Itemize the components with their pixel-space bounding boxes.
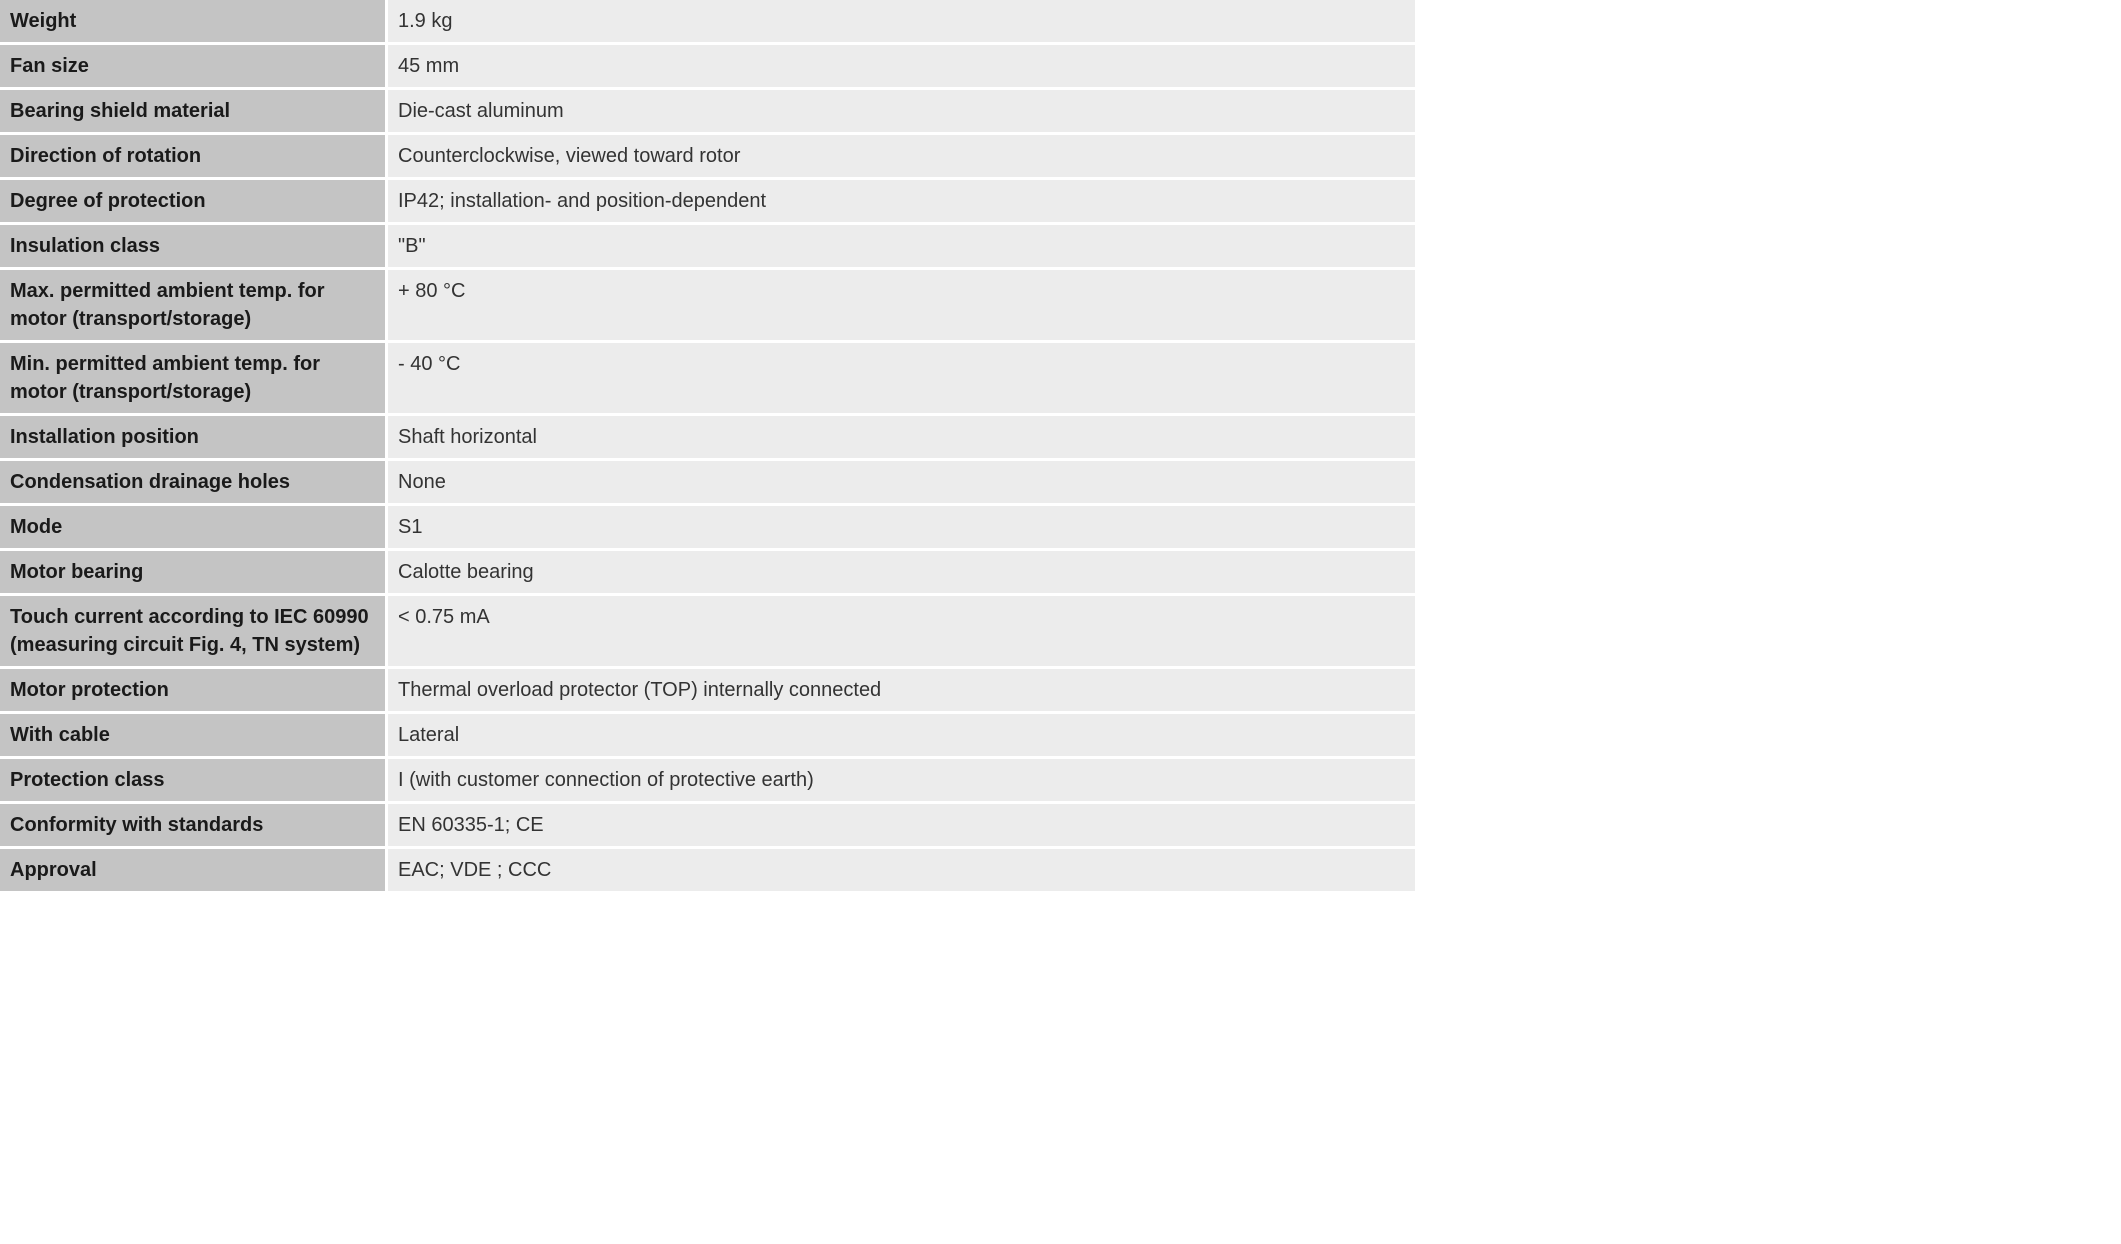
spec-value: None	[385, 461, 1415, 506]
spec-label: Max. permitted ambient temp. for motor (…	[0, 270, 385, 343]
spec-value: Lateral	[385, 714, 1415, 759]
table-row: Bearing shield materialDie-cast aluminum	[0, 90, 1415, 135]
spec-label: Motor bearing	[0, 551, 385, 596]
spec-label: Condensation drainage holes	[0, 461, 385, 506]
table-row: Motor bearingCalotte bearing	[0, 551, 1415, 596]
spec-label: Motor protection	[0, 669, 385, 714]
spec-value: - 40 °C	[385, 343, 1415, 416]
table-row: Weight1.9 kg	[0, 0, 1415, 45]
spec-value: Shaft horizontal	[385, 416, 1415, 461]
spec-label: Fan size	[0, 45, 385, 90]
table-row: Degree of protectionIP42; installation- …	[0, 180, 1415, 225]
table-row: Condensation drainage holesNone	[0, 461, 1415, 506]
table-row: Touch current according to IEC 60990 (me…	[0, 596, 1415, 669]
spec-value: 1.9 kg	[385, 0, 1415, 45]
spec-value: IP42; installation- and position-depende…	[385, 180, 1415, 225]
spec-label: Degree of protection	[0, 180, 385, 225]
spec-value: + 80 °C	[385, 270, 1415, 343]
table-row: Direction of rotationCounterclockwise, v…	[0, 135, 1415, 180]
spec-value: S1	[385, 506, 1415, 551]
spec-value: 45 mm	[385, 45, 1415, 90]
spec-label: Min. permitted ambient temp. for motor (…	[0, 343, 385, 416]
spec-label: Direction of rotation	[0, 135, 385, 180]
spec-label: Touch current according to IEC 60990 (me…	[0, 596, 385, 669]
table-row: Max. permitted ambient temp. for motor (…	[0, 270, 1415, 343]
spec-label: Weight	[0, 0, 385, 45]
spec-label: With cable	[0, 714, 385, 759]
spec-value: Counterclockwise, viewed toward rotor	[385, 135, 1415, 180]
spec-label: Conformity with standards	[0, 804, 385, 849]
spec-label: Protection class	[0, 759, 385, 804]
spec-value: Calotte bearing	[385, 551, 1415, 596]
table-row: With cableLateral	[0, 714, 1415, 759]
spec-label: Bearing shield material	[0, 90, 385, 135]
spec-value: I (with customer connection of protectiv…	[385, 759, 1415, 804]
spec-value: "B"	[385, 225, 1415, 270]
table-row: Min. permitted ambient temp. for motor (…	[0, 343, 1415, 416]
table-row: ApprovalEAC; VDE ; CCC	[0, 849, 1415, 894]
table-row: Fan size45 mm	[0, 45, 1415, 90]
table-row: Insulation class"B"	[0, 225, 1415, 270]
spec-value: Die-cast aluminum	[385, 90, 1415, 135]
table-row: Installation positionShaft horizontal	[0, 416, 1415, 461]
table-row: ModeS1	[0, 506, 1415, 551]
spec-value: EAC; VDE ; CCC	[385, 849, 1415, 894]
specifications-tbody: Weight1.9 kgFan size45 mmBearing shield …	[0, 0, 1415, 894]
spec-value: < 0.75 mA	[385, 596, 1415, 669]
spec-value: EN 60335-1; CE	[385, 804, 1415, 849]
table-row: Protection classI (with customer connect…	[0, 759, 1415, 804]
spec-label: Insulation class	[0, 225, 385, 270]
spec-label: Approval	[0, 849, 385, 894]
spec-label: Installation position	[0, 416, 385, 461]
spec-label: Mode	[0, 506, 385, 551]
table-row: Motor protectionThermal overload protect…	[0, 669, 1415, 714]
spec-value: Thermal overload protector (TOP) interna…	[385, 669, 1415, 714]
table-row: Conformity with standardsEN 60335-1; CE	[0, 804, 1415, 849]
specifications-table: Weight1.9 kgFan size45 mmBearing shield …	[0, 0, 1415, 894]
